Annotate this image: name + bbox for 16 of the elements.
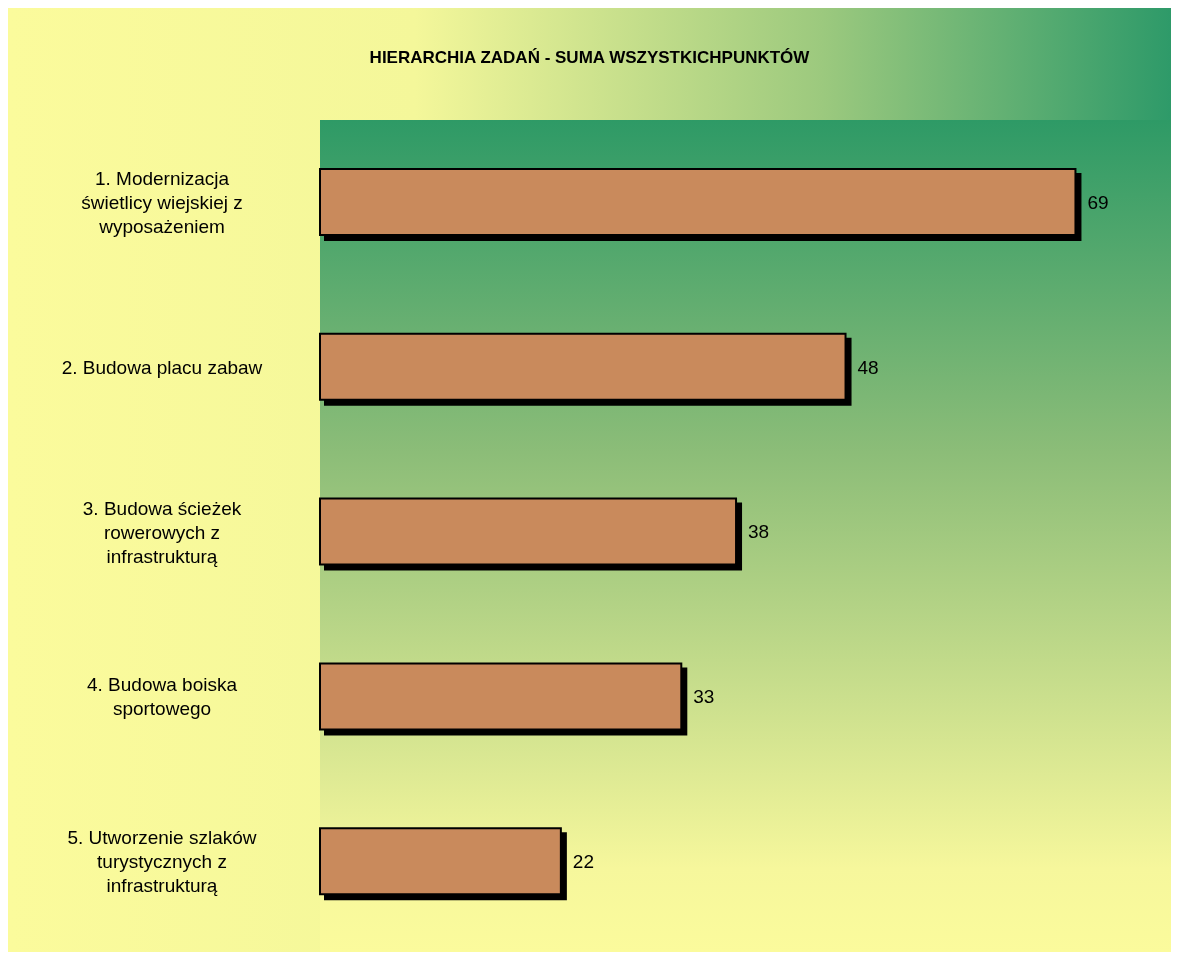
y-tick-label: 2. Budowa placu zabaw (61, 356, 263, 378)
bar (319, 662, 683, 731)
y-tick-label: 1. Modernizacja świetlicy wiejskiej z wyposażeniem (81, 168, 243, 238)
bar (319, 168, 1077, 236)
bar (319, 332, 847, 401)
y-tick-label: 5. Utworzenie szlaków turystycznych z infrastrukturą (67, 827, 257, 897)
data-label: 48 (857, 356, 879, 378)
chart-title: HIERARCHIA ZADAŃ - SUMA WSZYSTKICHPUNKTÓW (368, 48, 811, 68)
bar (319, 497, 738, 566)
data-label: 33 (693, 686, 715, 708)
data-label: 69 (1087, 191, 1109, 213)
data-label: 22 (572, 850, 595, 872)
y-tick-label: 3. Budowa ścieżek rowerowych z infrastrukturą (82, 497, 242, 567)
y-tick-label: 4. Budowa boiska sportowego (87, 674, 238, 720)
data-label: 38 (748, 521, 770, 543)
bar (319, 827, 562, 896)
